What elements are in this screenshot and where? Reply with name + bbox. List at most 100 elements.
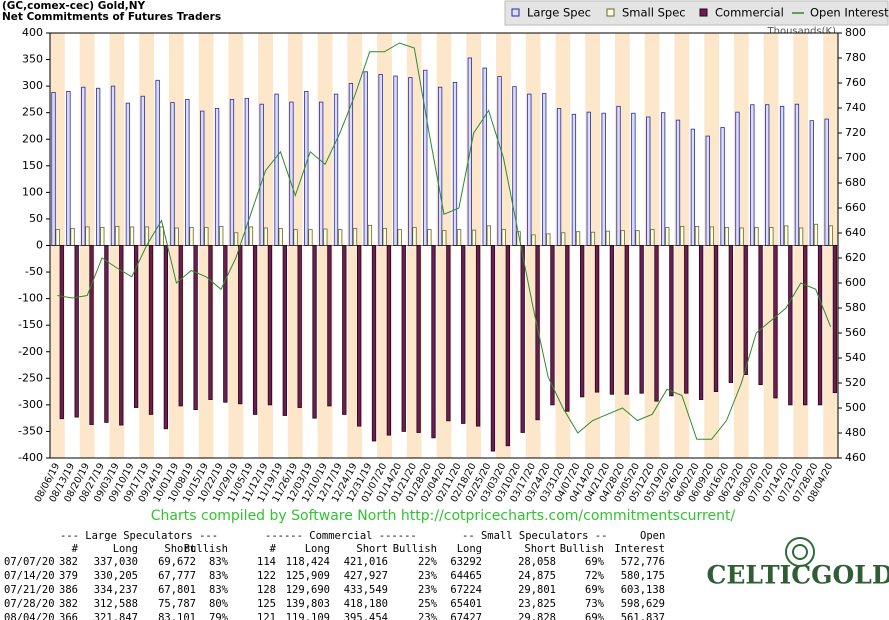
table-cell: 07/21/20 [4,584,55,596]
table-cell: 80% [209,598,229,610]
bar [393,75,398,246]
table-cell: 23% [418,570,438,582]
table-column-header: Long [113,543,138,555]
table-cell: 83% [209,570,229,582]
table-cell: 23% [418,584,438,596]
bar [813,223,819,246]
bar [565,245,570,412]
bar [437,86,443,246]
table-cell: 379 [59,570,78,582]
table-column-header: Interest [614,543,665,555]
table-cell: 561,837 [621,612,665,620]
table-cell: 28,058 [518,556,556,568]
table-cell: 75,787 [158,598,196,610]
legend-swatch [699,8,708,17]
bar [817,245,823,406]
y2-tick-label: 800 [845,26,866,39]
y2-tick-label: 540 [845,351,866,364]
bar [114,225,120,246]
y-tick-label: -400 [18,451,43,464]
table-group-header: --- Large Speculators --- [60,530,218,542]
y-tick-label: 250 [22,106,43,119]
bar [95,87,101,246]
bar [482,67,487,246]
table-cell: 421,016 [344,556,388,568]
y-tick-label: -350 [18,424,43,437]
table-column-header: Long [305,543,330,555]
y-tick-label: 50 [29,212,43,225]
bar [163,245,169,430]
logo-text: CELTICGOLD [706,561,889,590]
bar [571,113,577,246]
legend-label: Small Spec [622,6,686,20]
bar [616,105,621,246]
bar [208,245,213,400]
bar [631,112,636,246]
y2-tick-label: 520 [845,376,866,389]
bar [74,245,79,418]
table-cell: 29,828 [518,612,556,620]
table-cell: 125,909 [286,570,330,582]
legend-label: Open Interest [810,6,889,20]
bar [601,112,606,246]
bar [452,82,458,246]
bar [798,227,804,246]
credit: Charts compiled by Software North http:/… [151,508,736,524]
logo: CELTICGOLD [706,537,889,590]
y-tick-label: -100 [18,292,43,305]
chart-title: (GC,comex-cec) Gold,NY [2,0,145,12]
bar [520,245,525,433]
y-tick-label: 300 [22,79,43,92]
bar [665,227,670,246]
y-tick-label: 400 [22,26,43,39]
bar [765,104,770,246]
bar [278,228,283,246]
legend: Large Spec Small Spec Commercial Open Inter… [504,0,889,26]
y-tick-label: 150 [22,159,43,172]
bar [51,92,56,246]
bar [155,79,160,246]
bar [363,71,368,246]
bar [735,111,740,246]
bar [824,118,829,246]
table-cell: 395,454 [344,612,388,620]
bar [401,245,406,432]
legend-swatch [606,8,615,17]
table-cell: 114 [257,556,276,568]
table-column-header: Bullish [184,543,228,555]
y2-tick-label: 780 [845,51,866,64]
bar [129,226,135,246]
bar [81,86,86,246]
bar [486,225,491,246]
bar [386,245,392,436]
bar [779,105,785,246]
y2-tick-label: 760 [845,76,866,89]
y2-tick-label: 480 [845,426,866,439]
table-cell: 23% [418,612,438,620]
table-cell: 312,588 [94,598,138,610]
bar [185,99,190,246]
bar [550,245,555,406]
table-cell: 69% [585,584,605,596]
bar [542,93,547,246]
bar [312,245,317,419]
y2-tick-label: 680 [845,176,866,189]
table-cell: 69% [585,612,605,620]
bar [259,103,264,246]
table-cell: 64465 [450,570,482,582]
table-column-header: Bullish [560,543,604,555]
bar [575,231,581,246]
y2-tick-label: 640 [845,226,866,239]
y-tick-label: -300 [18,398,43,411]
bar [705,135,710,246]
y-tick-label: -250 [18,371,43,384]
y-tick-label: -200 [18,345,43,358]
bar [238,245,243,405]
bar [605,230,610,246]
legend-box [504,0,889,26]
bar [446,245,451,422]
bar [546,233,551,246]
table-column-header: Short [524,543,556,555]
y-tick-label: 0 [36,239,43,252]
legend-swatch [511,8,520,17]
